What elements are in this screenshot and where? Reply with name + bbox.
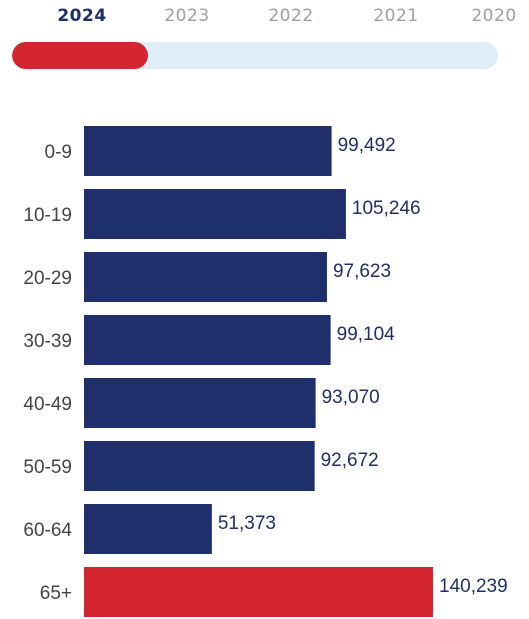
category-label-20-29: 20-29 — [23, 268, 72, 289]
year-slider-track[interactable] — [12, 42, 498, 69]
category-label-65-plus: 65+ — [40, 583, 72, 604]
category-label-60-64: 60-64 — [23, 520, 72, 541]
bar-65-plus — [84, 567, 433, 617]
bar-30-39 — [84, 315, 331, 365]
year-slider-fill[interactable] — [12, 42, 149, 69]
year-tab-2022[interactable]: 2022 — [268, 6, 314, 26]
bar-60-64 — [84, 504, 212, 554]
bar-40-49 — [84, 378, 316, 428]
category-label-0-9: 0-9 — [45, 142, 72, 163]
bar-20-29 — [84, 252, 327, 302]
category-label-30-39: 30-39 — [23, 331, 72, 352]
bar-50-59 — [84, 441, 315, 491]
value-label-10-19: 105,246 — [352, 198, 421, 219]
year-tab-2024[interactable]: 2024 — [57, 6, 107, 26]
value-label-65-plus: 140,239 — [439, 576, 508, 597]
category-label-40-49: 40-49 — [23, 394, 72, 415]
value-label-60-64: 51,373 — [218, 513, 276, 534]
bar-10-19 — [84, 189, 346, 239]
year-tabs: 2024 2023 2022 2021 2020 — [0, 0, 529, 36]
value-label-40-49: 93,070 — [322, 387, 380, 408]
year-tab-2020[interactable]: 2020 — [471, 6, 517, 26]
bar-0-9 — [84, 126, 332, 176]
year-tab-2021[interactable]: 2021 — [373, 6, 419, 26]
value-label-50-59: 92,672 — [321, 450, 379, 471]
category-label-10-19: 10-19 — [23, 205, 72, 226]
year-tab-2023[interactable]: 2023 — [164, 6, 210, 26]
value-label-30-39: 99,104 — [337, 324, 396, 345]
value-label-20-29: 97,623 — [333, 261, 391, 282]
category-label-50-59: 50-59 — [23, 457, 72, 478]
value-label-0-9: 99,492 — [338, 135, 396, 156]
